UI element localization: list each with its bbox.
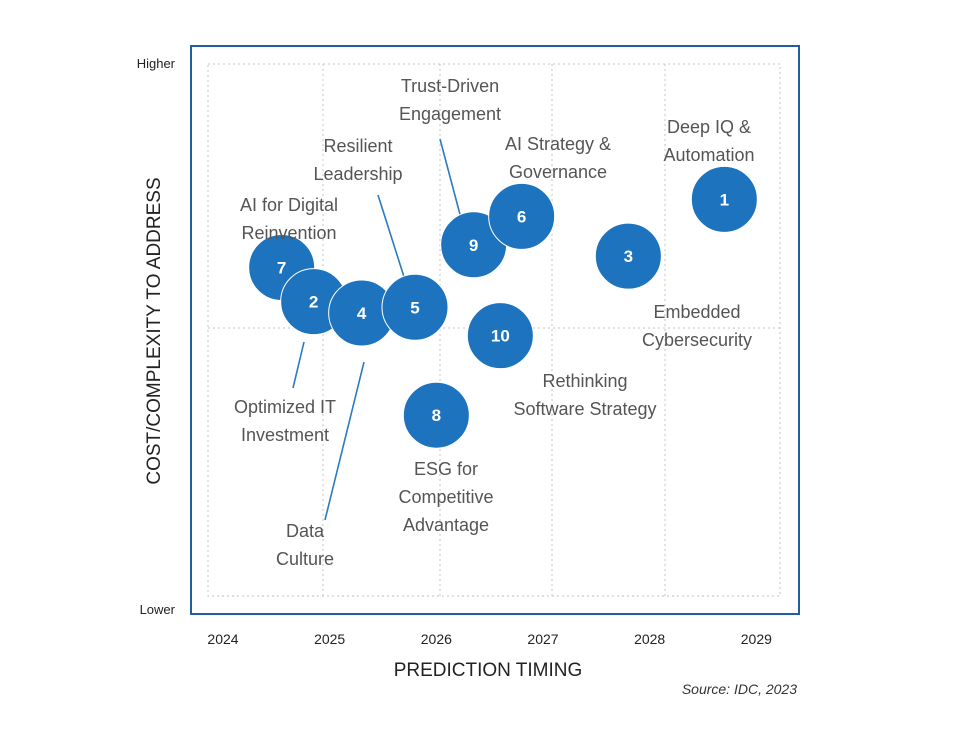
annotation-line: Embedded	[653, 302, 740, 322]
bubble-number: 8	[432, 406, 441, 425]
annotation-line: Competitive	[398, 487, 493, 507]
bubble-number: 10	[491, 327, 510, 346]
bubble-number: 7	[277, 259, 286, 278]
bubble-circle	[466, 302, 534, 370]
annotation-line: ESG for	[414, 459, 478, 479]
annotation-label-4: Data Culture	[276, 521, 334, 569]
bubble-circle	[402, 381, 470, 449]
y-tick-lower: Lower	[140, 602, 176, 617]
annotation-label-3: Embedded Cybersecurity	[642, 302, 752, 350]
annotation-line: Leadership	[313, 164, 402, 184]
grid-inner-border	[207, 63, 781, 597]
annotation-line: AI for Digital	[240, 195, 338, 215]
annotation-label-2: Optimized IT Investment	[234, 397, 336, 445]
annotation-label-1: Deep IQ & Automation	[663, 117, 754, 165]
annotation-line: Reinvention	[241, 223, 336, 243]
x-tick-label: 2028	[634, 631, 665, 647]
bubble-number: 6	[517, 207, 526, 226]
x-tick-label: 2024	[207, 631, 238, 647]
bubbles: 7 2 4 5 9 6 10 8 3 1	[248, 165, 758, 449]
bubble-number: 4	[357, 304, 367, 323]
leader-line-9	[439, 138, 463, 223]
annotation-line: Trust-Driven	[401, 76, 499, 96]
annotation-line: Investment	[241, 425, 329, 445]
x-tick-label: 2029	[741, 631, 772, 647]
annotation-label-8: ESG for Competitive Advantage	[398, 459, 493, 535]
annotation-line: Advantage	[403, 515, 489, 535]
bubble-number: 2	[309, 293, 318, 312]
annotation-labels: Deep IQ & Automation Optimized IT Investmen…	[234, 76, 755, 569]
annotation-line: Optimized IT	[234, 397, 336, 417]
annotation-line: Deep IQ &	[667, 117, 751, 137]
y-axis-title: COST/COMPLEXITY TO ADDRESS	[144, 177, 165, 484]
bubble-1: 1	[690, 165, 758, 233]
x-tick-label: 2026	[421, 631, 452, 647]
bubble-6: 6	[488, 182, 556, 250]
bubble-5: 5	[381, 273, 449, 341]
annotation-line: AI Strategy &	[505, 134, 611, 154]
annotation-label-10: Rethinking Software Strategy	[513, 371, 656, 419]
annotation-line: Rethinking	[542, 371, 627, 391]
x-tick-label: 2025	[314, 631, 345, 647]
annotation-label-5: Resilient Leadership	[313, 136, 402, 184]
annotation-line: Governance	[509, 162, 607, 182]
annotation-label-9: Trust-Driven Engagement	[399, 76, 501, 124]
annotation-line: Automation	[663, 145, 754, 165]
plot-frame	[190, 45, 800, 615]
bubble-3: 3	[594, 222, 662, 290]
bubble-circle	[690, 165, 758, 233]
annotation-line: Software Strategy	[513, 399, 656, 419]
leader-lines	[292, 138, 463, 521]
annotation-label-7: AI for Digital Reinvention	[240, 195, 338, 243]
bubble-number: 1	[720, 190, 729, 209]
annotation-line: Data	[286, 521, 325, 541]
annotation-line: Culture	[276, 549, 334, 569]
bubble-number: 5	[410, 298, 419, 317]
x-tick-label: 2027	[527, 631, 558, 647]
leader-line-5	[377, 194, 406, 281]
bubble-circle	[488, 182, 556, 250]
annotation-label-6: AI Strategy & Governance	[505, 134, 611, 182]
bubble-number: 9	[469, 236, 478, 255]
source-note: Source: IDC, 2023	[682, 681, 797, 697]
annotation-line: Cybersecurity	[642, 330, 752, 350]
bubble-circle	[381, 273, 449, 341]
leader-line-2	[292, 341, 305, 389]
bubble-8: 8	[402, 381, 470, 449]
x-axis-title: PREDICTION TIMING	[394, 660, 583, 681]
x-tick-labels: 2024 2025 2026 2027 2028 2029	[207, 631, 772, 647]
annotation-line: Engagement	[399, 104, 501, 124]
bubble-10: 10	[466, 302, 534, 370]
y-tick-higher: Higher	[137, 56, 176, 71]
bubble-circle	[594, 222, 662, 290]
bubble-number: 3	[624, 247, 633, 266]
leader-line-4	[324, 361, 365, 521]
annotation-line: Resilient	[323, 136, 392, 156]
